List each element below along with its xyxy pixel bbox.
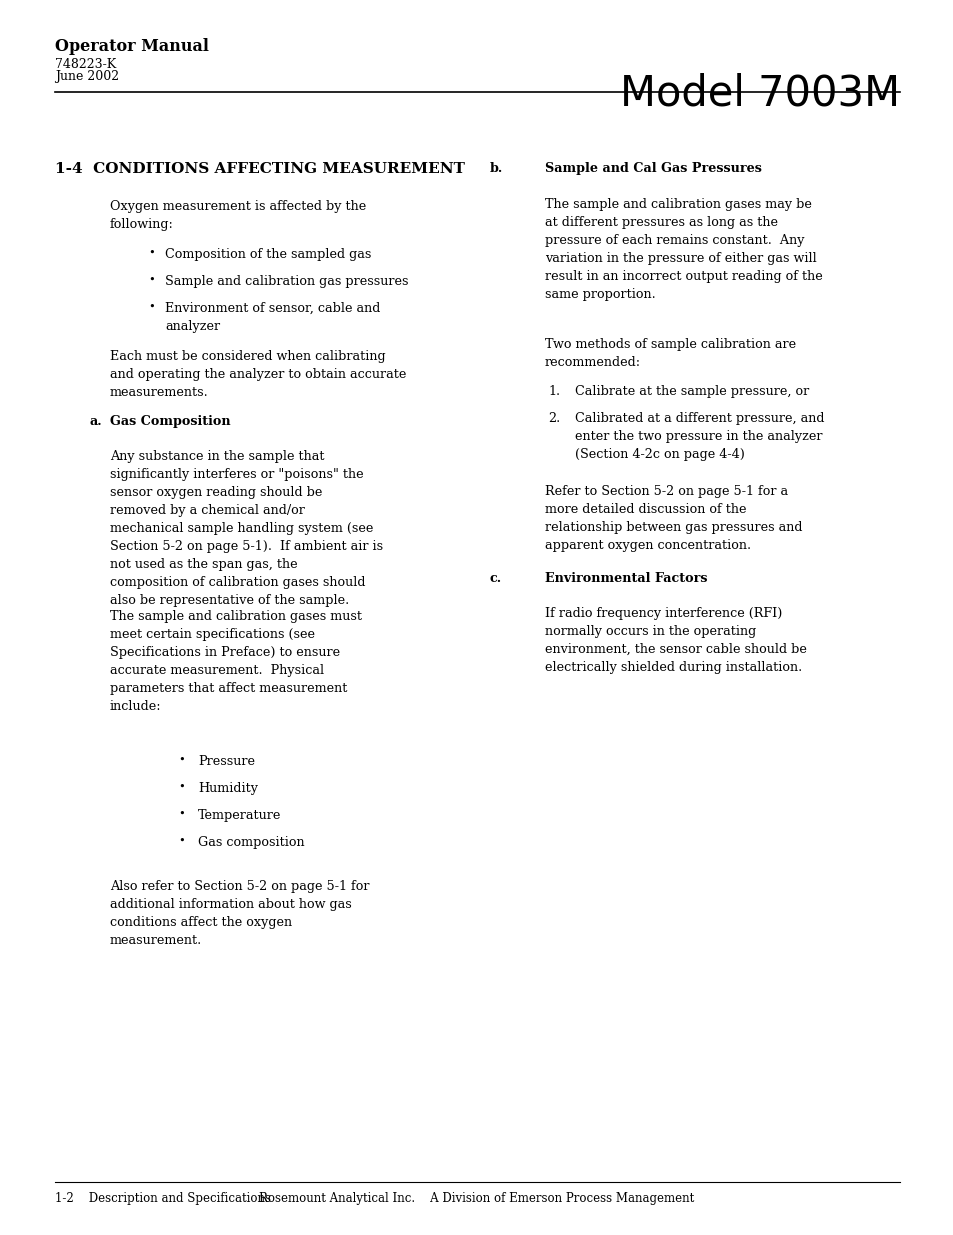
Text: 1.: 1. [547, 385, 559, 398]
Text: Two methods of sample calibration are
recommended:: Two methods of sample calibration are re… [544, 338, 796, 369]
Text: b.: b. [490, 162, 503, 175]
Text: Humidity: Humidity [198, 782, 257, 795]
Text: Refer to Section 5-2 on page 5-1 for a
more detailed discussion of the
relations: Refer to Section 5-2 on page 5-1 for a m… [544, 485, 801, 552]
Text: Gas composition: Gas composition [198, 836, 304, 848]
Text: Temperature: Temperature [198, 809, 281, 823]
Text: The sample and calibration gases must
meet certain specifications (see
Specifica: The sample and calibration gases must me… [110, 610, 361, 713]
Text: •: • [148, 248, 154, 258]
Text: Rosemount Analytical Inc.    A Division of Emerson Process Management: Rosemount Analytical Inc. A Division of … [259, 1192, 694, 1205]
Text: c.: c. [490, 572, 501, 585]
Text: a.: a. [90, 415, 103, 429]
Text: If radio frequency interference (RFI)
normally occurs in the operating
environme: If radio frequency interference (RFI) no… [544, 606, 806, 674]
Text: Oxygen measurement is affected by the
following:: Oxygen measurement is affected by the fo… [110, 200, 366, 231]
Text: Operator Manual: Operator Manual [55, 38, 209, 56]
Text: •: • [178, 809, 185, 819]
Text: 748223-K: 748223-K [55, 58, 116, 70]
Text: Gas Composition: Gas Composition [110, 415, 231, 429]
Text: Also refer to Section 5-2 on page 5-1 for
additional information about how gas
c: Also refer to Section 5-2 on page 5-1 fo… [110, 881, 369, 947]
Text: •: • [178, 755, 185, 764]
Text: 2.: 2. [547, 412, 559, 425]
Text: •: • [148, 303, 154, 312]
Text: Environmental Factors: Environmental Factors [544, 572, 707, 585]
Text: 1-4  CONDITIONS AFFECTING MEASUREMENT: 1-4 CONDITIONS AFFECTING MEASUREMENT [55, 162, 464, 177]
Text: 1-2    Description and Specifications: 1-2 Description and Specifications [55, 1192, 271, 1205]
Text: June 2002: June 2002 [55, 70, 119, 83]
Text: Calibrate at the sample pressure, or: Calibrate at the sample pressure, or [575, 385, 808, 398]
Text: Calibrated at a different pressure, and
enter the two pressure in the analyzer
(: Calibrated at a different pressure, and … [575, 412, 823, 461]
Text: •: • [178, 836, 185, 846]
Text: Composition of the sampled gas: Composition of the sampled gas [165, 248, 371, 261]
Text: Pressure: Pressure [198, 755, 254, 768]
Text: Sample and Cal Gas Pressures: Sample and Cal Gas Pressures [544, 162, 761, 175]
Text: Each must be considered when calibrating
and operating the analyzer to obtain ac: Each must be considered when calibrating… [110, 350, 406, 399]
Text: •: • [148, 275, 154, 285]
Text: Model 7003M: Model 7003M [619, 72, 899, 114]
Text: The sample and calibration gases may be
at different pressures as long as the
pr: The sample and calibration gases may be … [544, 198, 821, 301]
Text: •: • [178, 782, 185, 792]
Text: Environment of sensor, cable and
analyzer: Environment of sensor, cable and analyze… [165, 303, 380, 333]
Text: Sample and calibration gas pressures: Sample and calibration gas pressures [165, 275, 408, 288]
Text: Any substance in the sample that
significantly interferes or "poisons" the
senso: Any substance in the sample that signifi… [110, 450, 383, 606]
